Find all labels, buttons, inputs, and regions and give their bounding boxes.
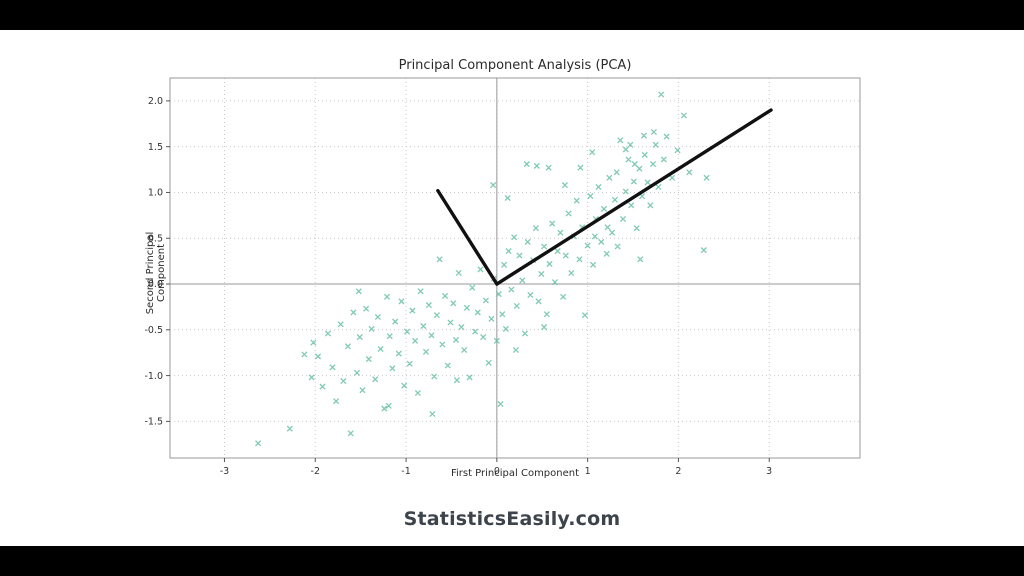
letterbox-top-bar (0, 0, 1024, 30)
pc2-vector (436, 188, 499, 286)
y-tick-label: -1.0 (144, 371, 163, 382)
y-tick-label: 0.0 (148, 279, 163, 290)
pc1-vector (495, 108, 773, 286)
x-tick-label: 3 (766, 466, 772, 477)
x-tick-label: -3 (220, 466, 229, 477)
y-tick-label: 2.0 (148, 96, 163, 107)
plot-border (169, 77, 861, 459)
x-tick-label: 2 (675, 466, 681, 477)
chart-title: Principal Component Analysis (PCA) (398, 58, 632, 73)
y-tick-label: 1.5 (148, 142, 163, 153)
pca-scatter-plot: -3 -2 -1 0 1 2 3 -1.5 -1.0 -0.5 0.0 0.5 1.0 1.5 2.0 (144, 77, 861, 477)
y-axis-label: Second Principal Component (145, 231, 167, 315)
letterbox-bottom-bar (0, 546, 1024, 576)
watermark-text: StatisticsEasily.com (403, 508, 621, 530)
y-tick-label: 0.5 (148, 233, 163, 244)
y-tick-label: -1.5 (144, 417, 163, 428)
y-tick-label: -0.5 (144, 325, 163, 336)
scatter-points (255, 91, 710, 447)
x-axis-label: First Principal Component (450, 468, 580, 479)
x-tick-label: -2 (311, 466, 320, 477)
y-tick-label: 1.0 (148, 188, 163, 199)
chart-canvas: -3 -2 -1 0 1 2 3 -1.5 -1.0 -0.5 0.0 0.5 1.0 1.5 2.0 Pr… (0, 30, 1024, 546)
x-tick-label: 0 (494, 466, 500, 477)
x-tick-label: 1 (585, 466, 591, 477)
x-tick-label: -1 (401, 466, 410, 477)
